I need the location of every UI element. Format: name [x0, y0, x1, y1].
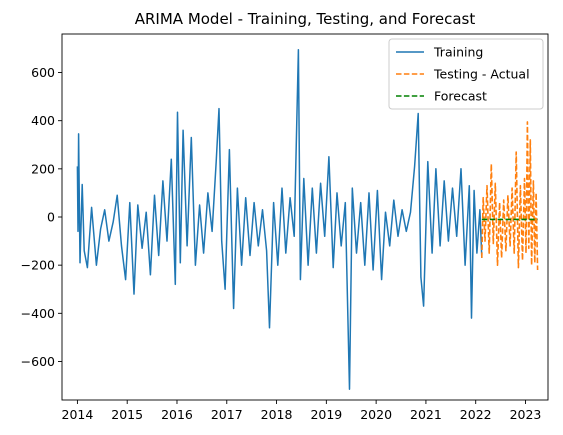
y-tick-label: −600 — [21, 354, 55, 369]
x-tick-label: 2021 — [410, 407, 442, 422]
x-tick-label: 2020 — [360, 407, 392, 422]
series-line-training — [76, 48, 483, 390]
y-tick-label: 400 — [31, 113, 55, 128]
x-tick-label: 2014 — [62, 407, 94, 422]
x-tick-label: 2022 — [460, 407, 492, 422]
x-tick-label: 2016 — [161, 407, 193, 422]
x-tick-label: 2018 — [261, 407, 293, 422]
y-tick-label: 600 — [31, 65, 55, 80]
x-tick-label: 2023 — [510, 407, 542, 422]
legend-label: Forecast — [434, 89, 487, 104]
y-tick-label: −200 — [21, 258, 55, 273]
legend-label: Training — [433, 45, 483, 60]
y-tick-label: −400 — [21, 306, 55, 321]
axes: 2014 2015 2016 2017 2018 2019 2020 2021 2022 2023… — [21, 33, 549, 422]
x-tick-label: 2017 — [211, 407, 243, 422]
x-tick-label: 2015 — [111, 407, 143, 422]
x-tick-label: 2019 — [310, 407, 342, 422]
y-tick-label: 200 — [31, 161, 55, 176]
plot-area — [76, 48, 539, 390]
chart-title: ARIMA Model - Training, Testing, and For… — [135, 10, 476, 28]
legend: Training Testing - Actual Forecast — [388, 38, 544, 110]
y-tick-label: 0 — [47, 210, 55, 225]
legend-label: Testing - Actual — [433, 67, 530, 82]
series-line-testing-actual — [481, 121, 539, 271]
legend-box — [388, 38, 544, 110]
